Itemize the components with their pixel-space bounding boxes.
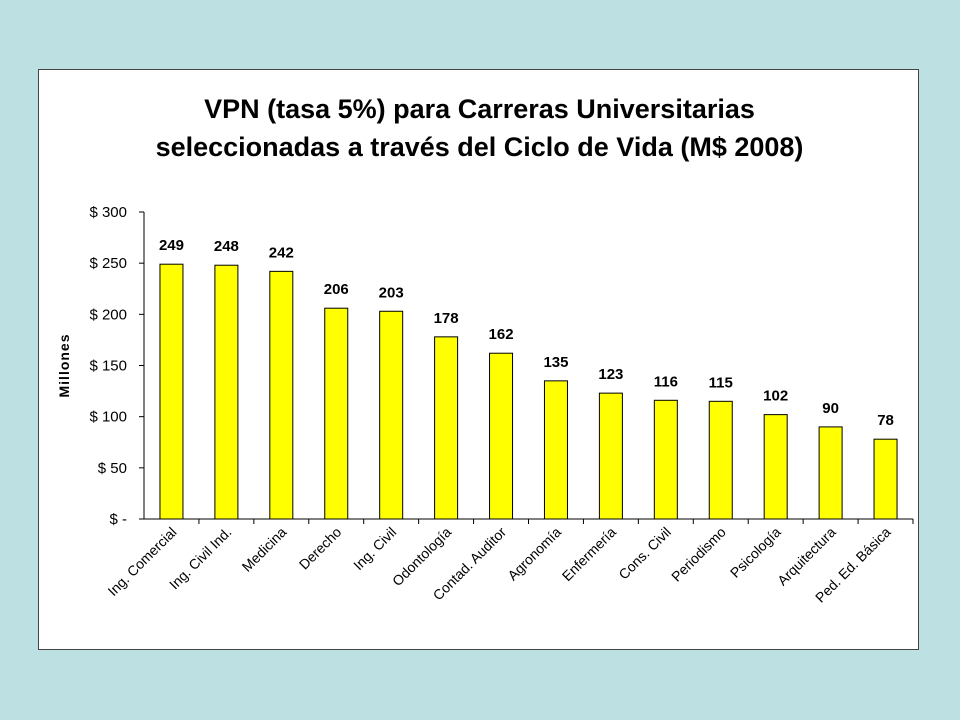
x-tick-label: Cons. Civil [615,524,674,583]
y-tick-label: $ - [109,511,127,528]
x-tick-label: Ing. Comercial [104,524,179,599]
bar-4 [324,307,349,520]
y-tick-label: $ 150 [89,358,127,375]
bar-3 [269,270,294,520]
y-tick-label: $ 100 [89,409,127,426]
data-label: 178 [434,310,459,327]
bar-chart: $ - $ 50 $ 100 $ 150 $ 200 $ 250 $ 300 Millones… [56,204,914,606]
x-tick-label: Ing. Civil [350,524,399,573]
bar-8 [543,380,568,520]
y-tick-label: $ 300 [89,204,127,221]
data-label: 116 [654,373,678,390]
data-label: 203 [379,284,404,301]
y-tick-label: $ 200 [89,306,127,323]
x-tick-label: Enfermería [559,524,619,584]
bar-5 [379,310,404,520]
x-tick-label: Medicina [239,524,290,575]
data-label: 248 [214,238,239,255]
data-label: 115 [709,374,733,391]
x-tick-label: Periodismo [668,524,729,585]
x-tick-label: Derecho [296,524,345,573]
bar-10 [653,399,678,520]
y-axis-title: Millones [56,333,72,397]
data-label: 123 [598,366,623,383]
bar-14 [873,438,898,520]
bar-9 [598,392,623,520]
data-label: 78 [877,412,894,429]
data-label: 206 [324,281,349,298]
x-tick-label: Agronomía [504,524,564,584]
data-label: 242 [269,244,294,261]
y-tick-label: $ 50 [98,460,127,477]
chart-title: VPN (tasa 5%) para Carreras Universitari… [155,94,804,162]
chart-panel: VPN (tasa 5%) para Carreras Universitari… [38,69,919,650]
bar-6 [434,336,459,520]
data-label: 135 [543,354,568,371]
data-label: 102 [763,388,788,405]
bar-2 [214,264,239,520]
y-tick-label: $ 250 [89,255,127,272]
data-label: 90 [822,400,839,417]
bar-12 [763,414,788,520]
bar-13 [818,426,843,520]
bar-1 [159,263,184,520]
bar-7 [489,352,514,520]
x-tick-label: Psicología [727,524,784,581]
data-label: 162 [489,326,514,343]
data-label: 249 [159,237,184,254]
bar-11 [708,400,733,520]
